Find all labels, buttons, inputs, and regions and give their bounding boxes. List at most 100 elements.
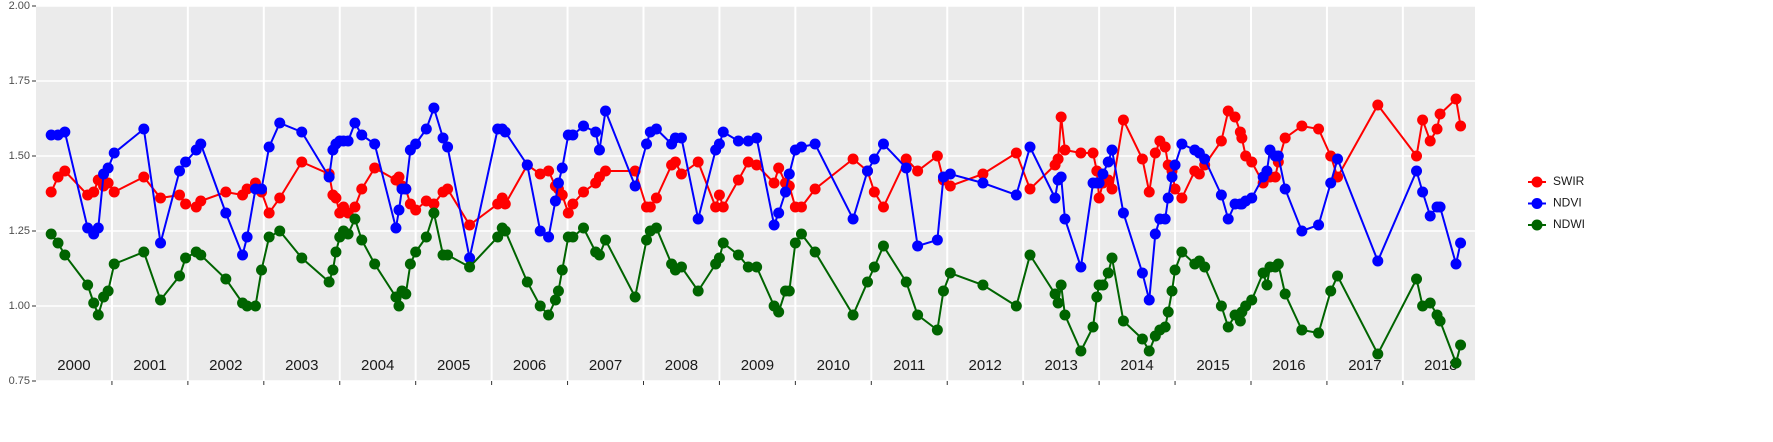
- point: [1372, 255, 1384, 267]
- point: [809, 138, 821, 150]
- point: [220, 273, 232, 285]
- point: [1455, 339, 1467, 351]
- point: [742, 156, 754, 168]
- point: [1149, 228, 1161, 240]
- point: [900, 162, 912, 174]
- point: [1313, 219, 1325, 231]
- point: [1193, 168, 1205, 180]
- year-label: 2001: [133, 357, 166, 374]
- point: [1052, 297, 1064, 309]
- point: [420, 123, 432, 135]
- point: [847, 309, 859, 321]
- point: [1166, 171, 1178, 183]
- point: [1246, 156, 1258, 168]
- point: [1176, 246, 1188, 258]
- legend-key-point: [1531, 198, 1543, 209]
- point: [534, 300, 546, 312]
- point: [717, 126, 729, 138]
- point: [1424, 210, 1436, 222]
- point: [779, 186, 791, 198]
- year-label: 2008: [665, 357, 698, 374]
- point: [1411, 150, 1423, 162]
- point: [499, 198, 511, 210]
- point: [732, 249, 744, 261]
- point: [274, 192, 286, 204]
- point: [1010, 189, 1022, 201]
- point: [567, 129, 579, 141]
- point: [390, 222, 402, 234]
- point: [174, 189, 186, 201]
- point: [1087, 321, 1099, 333]
- point: [330, 192, 342, 204]
- point: [549, 195, 561, 207]
- point: [578, 222, 590, 234]
- point: [1159, 213, 1171, 225]
- point: [809, 246, 821, 258]
- point: [499, 225, 511, 237]
- point: [1272, 258, 1284, 270]
- point: [342, 135, 354, 147]
- point: [600, 105, 612, 117]
- point: [263, 231, 275, 243]
- point: [783, 168, 795, 180]
- point: [155, 294, 167, 306]
- point: [675, 132, 687, 144]
- point: [534, 225, 546, 237]
- point: [174, 165, 186, 177]
- point: [549, 294, 561, 306]
- point: [1325, 177, 1337, 189]
- panel: [36, 6, 1475, 381]
- point: [1117, 207, 1129, 219]
- point: [641, 234, 653, 246]
- point: [521, 276, 533, 288]
- point: [552, 285, 564, 297]
- point: [713, 189, 725, 201]
- point: [1162, 306, 1174, 318]
- legend-key-point: [1531, 219, 1543, 231]
- point: [1272, 150, 1284, 162]
- point: [977, 177, 989, 189]
- year-label: 2004: [361, 357, 394, 374]
- point: [92, 222, 104, 234]
- point: [1159, 141, 1171, 153]
- point: [1059, 213, 1071, 225]
- point: [675, 261, 687, 273]
- point: [410, 204, 422, 216]
- point: [323, 171, 335, 183]
- point: [1246, 192, 1258, 204]
- point: [789, 237, 801, 249]
- point: [593, 249, 605, 261]
- point: [751, 261, 763, 273]
- point: [1222, 213, 1234, 225]
- point: [868, 261, 880, 273]
- point: [1296, 120, 1308, 132]
- point: [732, 135, 744, 147]
- point: [692, 213, 704, 225]
- point: [644, 201, 656, 213]
- year-label: 2011: [893, 357, 925, 374]
- point: [562, 207, 574, 219]
- point: [241, 231, 253, 243]
- point: [1229, 111, 1241, 123]
- point: [428, 102, 440, 114]
- point: [1372, 348, 1384, 360]
- year-label: 2010: [817, 357, 850, 374]
- point: [180, 252, 192, 264]
- point: [1106, 144, 1118, 156]
- point: [1279, 183, 1291, 195]
- point: [59, 165, 71, 177]
- point: [92, 309, 104, 321]
- point: [1136, 267, 1148, 279]
- point: [1049, 288, 1061, 300]
- point: [710, 201, 722, 213]
- point: [1093, 177, 1105, 189]
- y-tick-label: 1.00: [9, 300, 30, 312]
- point: [669, 156, 681, 168]
- point: [1143, 186, 1155, 198]
- point: [1199, 153, 1211, 165]
- point: [45, 228, 57, 240]
- point: [534, 168, 546, 180]
- point: [600, 165, 612, 177]
- point: [1093, 192, 1105, 204]
- point: [1215, 300, 1227, 312]
